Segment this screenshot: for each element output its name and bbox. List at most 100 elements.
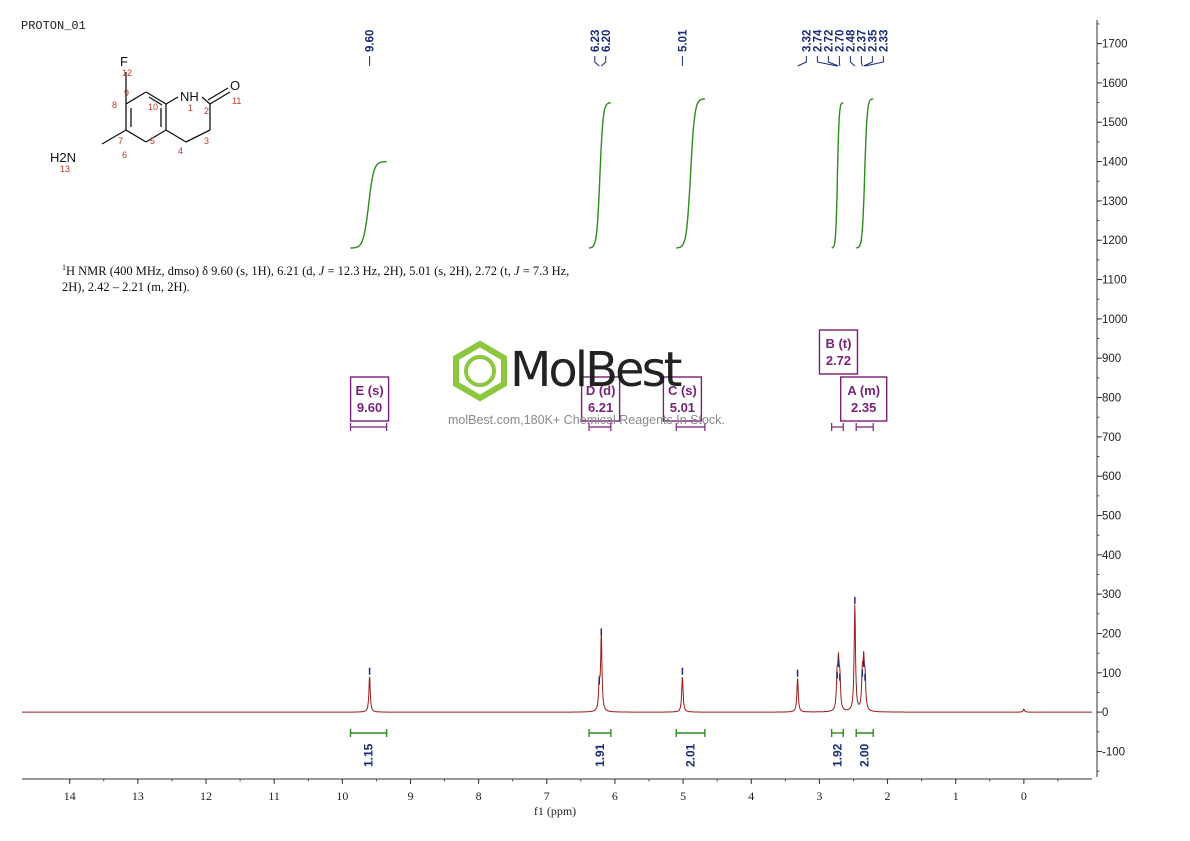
integral-value: 1.92 (830, 743, 844, 767)
ring-number-2: 2 (204, 106, 209, 116)
multiplet-box (818, 329, 859, 375)
x-tick-label: 8 (476, 789, 482, 803)
watermark-brand: MolBest (510, 342, 682, 398)
x-tick-label: 1 (953, 789, 959, 803)
y-tick-label: 600 (1102, 471, 1121, 483)
integral-curve (856, 98, 874, 249)
ring-number-3: 3 (204, 136, 209, 146)
y-tick-label: 300 (1102, 589, 1121, 601)
nmr-summary-part2: = 12.3 Hz, 2H), 5.01 (s, 2H), 2.72 (t, (324, 264, 514, 279)
nmr-superscript: 1 (62, 263, 66, 272)
multiplet-box (580, 376, 621, 422)
x-tick-label: 14 (64, 789, 76, 803)
ring-number-10: 10 (148, 102, 158, 112)
multiplet-label: E (s) (355, 383, 383, 398)
multiplet-box (349, 376, 390, 422)
molecule-structure: F NH O H2N 12 1 11 13 8 9 10 7 6 5 2 3 4 (50, 54, 241, 174)
peak-label: 5.01 (677, 29, 689, 52)
multiplet-label: D (d) (586, 383, 616, 398)
y-tick-label: 900 (1102, 353, 1121, 365)
x-tick-label: 11 (268, 789, 280, 803)
nmr-summary-line2: 2H), 2.42 – 2.21 (m, 2H). (62, 280, 190, 295)
peak-label: 3.32 (801, 30, 813, 52)
y-tick-label: 1000 (1102, 314, 1128, 326)
y-tick-label: 1500 (1102, 117, 1128, 129)
y-tick-label: 1400 (1102, 157, 1128, 169)
atom-label-h2n: H2N (50, 150, 76, 165)
integral-value: 1.91 (593, 743, 607, 767)
y-tick-label: 1300 (1102, 196, 1128, 208)
peak-label: 2.33 (878, 30, 890, 52)
x-tick-label: 9 (407, 789, 413, 803)
atom-label-f: F (120, 54, 128, 69)
atom-label-o: O (230, 78, 240, 93)
peak-leader-line (863, 56, 873, 67)
atom-number-1: 1 (188, 103, 193, 113)
peak-label: 2.70 (834, 30, 846, 52)
y-tick-label: 200 (1102, 628, 1121, 640)
peak-label: 2.48 (845, 29, 857, 52)
spectrum-trace (22, 604, 1092, 713)
coupling-j-1: J (318, 264, 325, 279)
y-tick-label: 1600 (1102, 78, 1128, 90)
peak-leader-line (827, 56, 839, 67)
x-tick-label: 0 (1021, 789, 1027, 803)
peak-label: 9.60 (365, 30, 377, 52)
nmr-summary-part1: H NMR (400 MHz, dmso) δ 9.60 (s, 1H), 6.… (66, 264, 319, 279)
x-tick-label: 4 (748, 789, 754, 803)
y-tick-label: 400 (1102, 550, 1121, 562)
integral-curve (676, 98, 705, 249)
x-tick-label: 13 (132, 789, 144, 803)
multiplet-label: A (m) (847, 383, 880, 398)
y-tick-label: 700 (1102, 432, 1121, 444)
nmr-summary: 1H NMR (400 MHz, dmso) δ 9.60 (s, 1H), 6… (62, 260, 622, 295)
atom-number-11: 11 (232, 96, 241, 106)
x-tick-label: 2 (885, 789, 891, 803)
ring-number-5: 5 (150, 136, 155, 146)
x-tick-label: 3 (816, 789, 822, 803)
multiplet-shift: 5.01 (670, 400, 695, 415)
watermark-tagline: molBest.com,180K+ Chemical Reagents In S… (448, 413, 725, 427)
ring-number-6: 6 (122, 150, 127, 160)
atom-number-12: 12 (122, 68, 132, 78)
multiplet-box (839, 376, 888, 422)
peak-leader-line (860, 56, 863, 67)
y-tick-label: 500 (1102, 511, 1121, 523)
integral-curve (831, 102, 844, 249)
peak-label: 2.37 (856, 30, 868, 52)
ring-number-9: 9 (124, 88, 129, 98)
x-tick-label: 6 (612, 789, 618, 803)
y-tick-label: 1200 (1102, 235, 1128, 247)
molbest-logo-icon (453, 340, 507, 402)
x-tick-label: 5 (680, 789, 686, 803)
peak-leader-line (600, 56, 607, 67)
multiplet-box (662, 376, 703, 422)
peak-label: 2.74 (812, 29, 824, 52)
experiment-id: PROTON_01 (21, 19, 86, 33)
atom-label-nh: NH (180, 89, 199, 104)
integral-curve (588, 102, 611, 249)
y-tick-label: 1100 (1102, 275, 1127, 287)
atom-number-13: 13 (60, 164, 70, 174)
multiplet-label: C (s) (668, 383, 697, 398)
peak-label: 6.20 (601, 30, 613, 52)
y-tick-label: 800 (1102, 393, 1121, 405)
multiplet-shift: 9.60 (357, 400, 382, 415)
peak-label: 2.35 (867, 29, 879, 52)
multiplet-label: B (t) (825, 336, 851, 351)
y-tick-label: 0 (1102, 707, 1108, 719)
nmr-summary-part3: = 7.3 Hz, (519, 264, 570, 279)
y-tick-label: 1700 (1102, 39, 1128, 51)
x-tick-label: 10 (336, 789, 348, 803)
coupling-j-2: J (514, 264, 520, 279)
x-tick-label: 7 (544, 789, 550, 803)
ring-number-8: 8 (112, 100, 117, 110)
integral-curve (350, 160, 387, 249)
multiplet-shift: 6.21 (588, 400, 613, 415)
peak-leader-line (797, 56, 807, 67)
peak-leader-line (864, 56, 884, 67)
ring-number-4: 4 (178, 146, 183, 156)
ring-number-7: 7 (118, 136, 123, 146)
y-tick-label: 100 (1102, 668, 1121, 680)
